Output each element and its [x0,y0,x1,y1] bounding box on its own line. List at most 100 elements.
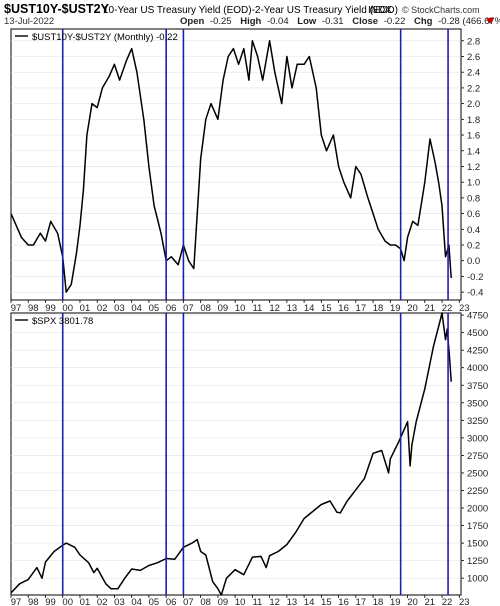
bottom-panel-y-axis: 1000 1250 1500 1750 2000 2250 2500 2750 3000 3250… [461,311,488,585]
x-tick-label: 06 [166,303,177,314]
close-value: -0.22 [384,16,406,27]
y-tick-label: 1000 [467,574,488,585]
x-tick-label: 00 [62,303,73,314]
x-tick-label: 06 [166,597,177,606]
x-tick-label: 05 [149,597,160,606]
x-tick-label: 19 [390,597,401,606]
top-panel-grid [11,40,461,293]
header-brand: © StockCharts.com [402,5,480,15]
low-label: Low [297,16,317,27]
header-symbol: $UST10Y-$UST2Y [4,2,110,16]
bottom-panel-x-axis: 97 98 99 00 01 02 03 04 05 06 07 08 09 10 11 12 13 14 15 16… [10,595,470,606]
x-tick-label: 23 [459,597,470,606]
chg-label: Chg [414,16,433,27]
bottom-panel-grid [11,314,461,579]
y-tick-label: 1250 [467,556,488,567]
x-tick-label: 03 [114,597,125,606]
y-tick-label: 1.4 [467,146,480,157]
x-tick-label: 08 [200,303,211,314]
y-tick-label: 2.0 [467,99,480,110]
x-tick-label: 98 [28,303,39,314]
y-tick-label: 4500 [467,328,488,339]
top-legend: $UST10Y-$UST2Y (Monthly) -0.22 [15,32,178,43]
x-tick-label: 02 [97,303,108,314]
y-tick-label: 2250 [467,486,488,497]
x-tick-label: 21 [425,597,436,606]
x-tick-label: 16 [338,597,349,606]
y-tick-label: -0.2 [467,272,483,283]
top-legend-label: $UST10Y-$UST2Y (Monthly) -0.22 [32,32,178,43]
open-label: Open [180,16,204,27]
high-label: High [240,16,261,27]
y-tick-label: 4750 [467,311,488,322]
top-panel-y-axis: -0.4 -0.2 0.0 0.2 0.4 0.6 0.8 1.0 1.2 1.4 1.6 1.8 2.… [461,36,483,299]
header-date: 13-Jul-2022 [4,16,54,27]
x-tick-label: 13 [287,597,298,606]
x-tick-label: 10 [235,303,246,314]
x-tick-label: 12 [269,303,280,314]
x-tick-label: 98 [28,597,39,606]
x-tick-label: 12 [269,597,280,606]
x-tick-label: 14 [304,303,315,314]
down-triangle-icon [486,18,494,24]
low-value: -0.31 [322,16,344,27]
x-tick-label: 97 [11,597,22,606]
y-tick-label: 3500 [467,398,488,409]
y-tick-label: 0.2 [467,241,480,252]
x-tick-label: 22 [442,303,453,314]
x-tick-label: 05 [149,303,160,314]
x-tick-label: 19 [390,303,401,314]
x-tick-label: 11 [252,303,262,314]
bottom-panel-frame [10,312,462,596]
x-tick-label: 07 [183,597,194,606]
vertical-markers [61,29,449,595]
x-tick-label: 08 [200,597,211,606]
x-tick-label: 15 [321,597,332,606]
header-ohlc: Open -0.25 High -0.04 Low -0.31 Close -0… [180,16,500,27]
top-panel-frame [10,28,462,301]
x-tick-label: 03 [114,303,125,314]
x-tick-label: 00 [62,597,73,606]
y-tick-label: 4250 [467,346,488,357]
y-tick-label: 0.4 [467,225,480,236]
x-tick-label: 21 [425,303,436,314]
x-tick-label: 11 [252,597,262,606]
x-tick-label: 10 [235,597,246,606]
x-tick-label: 14 [304,597,315,606]
y-tick-label: 2500 [467,468,488,479]
x-tick-label: 01 [80,303,91,314]
x-tick-label: 09 [218,303,229,314]
x-tick-label: 97 [11,303,22,314]
y-tick-label: 1.0 [467,178,480,189]
y-tick-label: 1.2 [467,162,480,173]
x-tick-label: 04 [131,597,142,606]
y-tick-label: 2000 [467,504,488,515]
series-line-1-0 [10,312,452,596]
x-tick-label: 22 [442,597,453,606]
x-tick-label: 17 [356,597,367,606]
y-tick-label: 1.8 [467,115,480,126]
y-tick-label: 0.6 [467,209,480,220]
y-tick-label: 0.8 [467,193,480,204]
y-tick-label: 2.4 [467,68,480,79]
y-tick-label: 2.8 [467,36,480,47]
x-tick-label: 15 [321,303,332,314]
y-tick-label: 2750 [467,451,488,462]
x-tick-label: 99 [45,597,56,606]
x-tick-label: 18 [373,597,384,606]
x-tick-label: 16 [338,303,349,314]
y-tick-label: 1750 [467,521,488,532]
close-label: Close [352,16,378,27]
x-tick-label: 01 [80,597,91,606]
x-tick-label: 13 [287,303,298,314]
y-tick-label: 3250 [467,416,488,427]
y-tick-label: 2.2 [467,83,480,94]
top-panel-series [10,40,452,293]
header-description: 10-Year US Treasury Yield (EOD)-2-Year U… [103,5,398,16]
x-tick-label: 09 [218,597,229,606]
y-tick-label: 1500 [467,539,488,550]
open-value: -0.25 [210,16,232,27]
header-exchange: INDX [368,5,392,16]
y-tick-label: 1.6 [467,131,480,142]
